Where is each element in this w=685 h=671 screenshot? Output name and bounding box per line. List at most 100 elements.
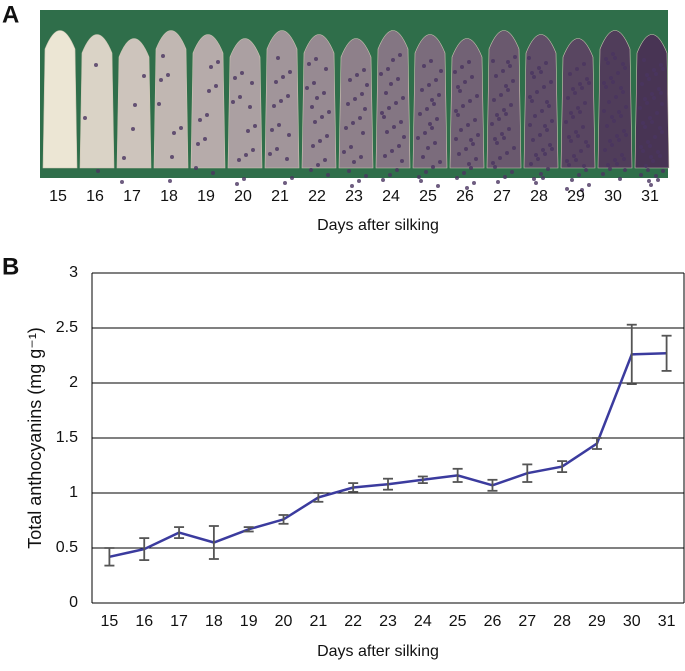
kernel-spot: [283, 181, 287, 185]
kernel-spot: [617, 110, 621, 114]
photo-tick-label: 27: [493, 188, 511, 205]
kernel-spot: [430, 126, 434, 130]
kernel-spot: [658, 154, 662, 158]
kernel-spot: [494, 74, 498, 78]
kernel-spot: [571, 87, 575, 91]
kernel-spot: [133, 103, 137, 107]
kernel-spot: [395, 168, 399, 172]
kernel-spot: [362, 68, 366, 72]
kernel-spot: [462, 171, 466, 175]
kernel-spot: [579, 149, 583, 153]
x-tick-label: 15: [101, 613, 119, 630]
kernel-spot: [131, 127, 135, 131]
x-tick-label: 29: [588, 613, 606, 630]
kernel-spot: [583, 101, 587, 105]
kernel-spot: [618, 177, 622, 181]
x-tick-label: 20: [275, 613, 293, 630]
kernel-spot: [572, 154, 576, 158]
kernel-spot: [541, 148, 545, 152]
kernel-spot: [351, 121, 355, 125]
kernel-spot: [661, 169, 665, 173]
corn-ear: [116, 38, 152, 169]
kernel-spot: [316, 163, 320, 167]
kernel-spot: [324, 67, 328, 71]
kernel-spot: [496, 180, 500, 184]
kernel-spot: [388, 173, 392, 177]
kernel-spot: [650, 92, 654, 96]
kernel-spot: [287, 133, 291, 137]
kernel-spot: [569, 139, 573, 143]
kernel-spot: [624, 105, 628, 109]
kernel-spot: [584, 140, 588, 144]
kernel-spot: [601, 172, 605, 176]
kernel-spot: [529, 162, 533, 166]
kernel-spot: [365, 83, 369, 87]
kernel-spot: [608, 167, 612, 171]
kernel-spot: [543, 124, 547, 128]
kernel-spot: [360, 92, 364, 96]
error-bar: [104, 547, 115, 567]
kernel-spot: [434, 78, 438, 82]
kernel-spot: [290, 176, 294, 180]
kernel-spot: [650, 120, 654, 124]
error-bar: [522, 463, 533, 483]
kernel-spot: [436, 184, 440, 188]
kernel-spot: [639, 173, 643, 177]
kernel-spot: [285, 157, 289, 161]
corn-ear: [375, 30, 411, 169]
photo-tick-label: 22: [308, 188, 326, 205]
kernel-spot: [459, 128, 463, 132]
kernel-spot: [453, 70, 457, 74]
kernel-spot: [469, 166, 473, 170]
kernel-spot: [659, 63, 663, 67]
photo-tick-label: 25: [419, 188, 437, 205]
kernel-spot: [468, 99, 472, 103]
kernel-spot: [564, 120, 568, 124]
corn-ear: [79, 34, 115, 169]
kernel-spot: [660, 130, 664, 134]
kernel-spot: [347, 169, 351, 173]
kernel-spot: [464, 147, 468, 151]
kernel-spot: [389, 82, 393, 86]
kernel-spot: [605, 124, 609, 128]
corn-ear: [486, 30, 522, 169]
kernel-spot: [211, 171, 215, 175]
kernel-spot: [454, 109, 458, 113]
kernel-spot: [602, 81, 606, 85]
kernel-spot: [652, 68, 656, 72]
kernel-spot: [463, 80, 467, 84]
kernel-spot: [547, 104, 551, 108]
kernel-spot: [545, 100, 549, 104]
kernel-spot: [622, 129, 626, 133]
kernel-spot: [379, 72, 383, 76]
kernel-spot: [242, 177, 246, 181]
kernel-spot: [495, 113, 499, 117]
kernel-spot: [323, 158, 327, 162]
photo-tick-label: 20: [234, 188, 252, 205]
kernel-spot: [641, 121, 645, 125]
kernel-spot: [565, 187, 569, 191]
kernel-spot: [475, 94, 479, 98]
corn-ear: [560, 38, 596, 169]
photo-tick-label: 24: [382, 188, 400, 205]
kernel-spot: [268, 152, 272, 156]
kernel-spot: [654, 72, 658, 76]
kernel-spot: [607, 100, 611, 104]
kernel-spot: [566, 96, 570, 100]
kernel-spot: [467, 162, 471, 166]
kernel-spot: [172, 131, 176, 135]
kernel-spot: [310, 105, 314, 109]
kernel-spot: [209, 65, 213, 69]
panel-label: B: [2, 253, 19, 280]
kernel-spot: [476, 133, 480, 137]
photo-tick-label: 31: [641, 188, 659, 205]
kernel-spot: [320, 115, 324, 119]
kernel-spot: [534, 153, 538, 157]
kernel-spot: [574, 158, 578, 162]
kernel-spot: [527, 56, 531, 60]
kernel-spot: [658, 126, 662, 130]
kernel-spot: [491, 161, 495, 165]
kernel-spot: [571, 115, 575, 119]
kernel-spot: [622, 157, 626, 161]
